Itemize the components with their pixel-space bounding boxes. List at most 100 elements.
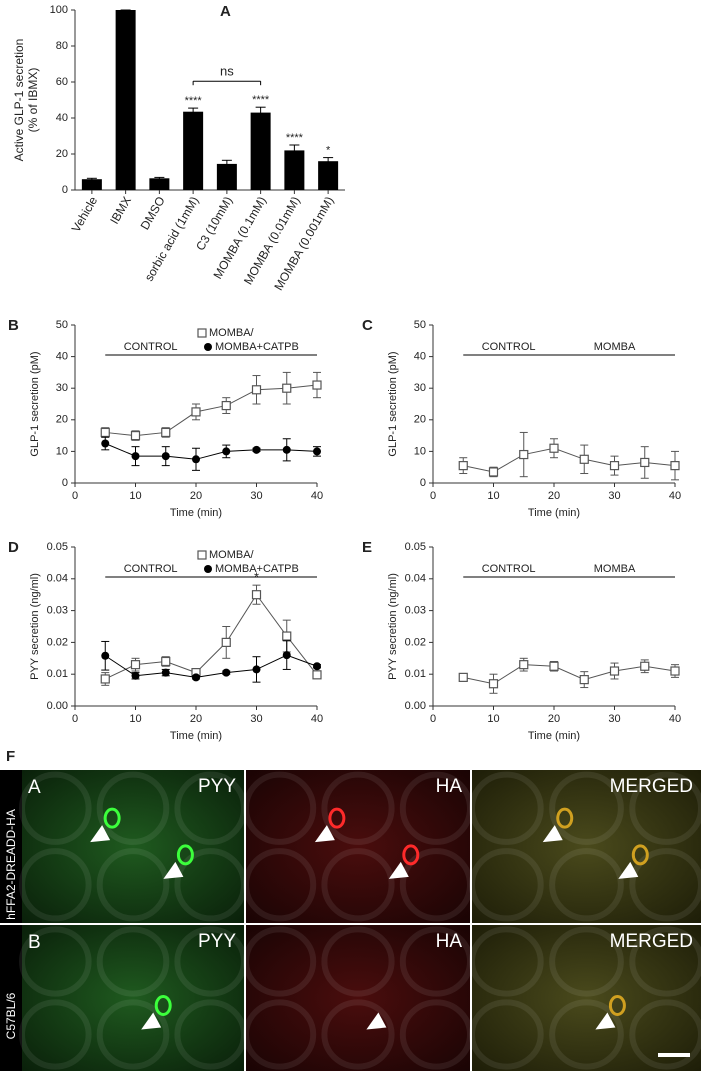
phase-label: CONTROL (124, 341, 178, 353)
marker (282, 631, 292, 641)
x-tick-label: DMSO (138, 194, 168, 232)
marker (100, 674, 110, 684)
y-tick-label: 0.00 (47, 700, 68, 712)
x-tick-label: 10 (129, 713, 141, 725)
tissue (321, 848, 395, 922)
micrograph (246, 925, 470, 1071)
bar (318, 161, 339, 190)
y-tick-label: 10 (56, 445, 68, 457)
marker (130, 660, 141, 670)
x-tick-label: 20 (190, 490, 202, 502)
legend-label: MOMBA+CATPB (215, 563, 299, 575)
y-axis-label: PYY secretion (ng/ml) (387, 573, 399, 680)
arrowhead (618, 861, 639, 879)
tissue (399, 926, 473, 997)
y-tick-label: 0 (420, 477, 426, 489)
phase-label: MOMBA (594, 341, 636, 353)
cell (631, 844, 649, 866)
cell (176, 844, 194, 866)
marker (252, 665, 261, 674)
cell (103, 807, 121, 829)
x-tick-label: 0 (72, 490, 78, 502)
y-tick-label: 0.04 (405, 573, 426, 585)
y-tick-label: 0 (62, 184, 68, 196)
tissue (629, 848, 701, 922)
marker (101, 651, 110, 660)
marker (192, 673, 200, 682)
tissue (174, 848, 247, 922)
phase-label: CONTROL (482, 563, 536, 575)
marker (519, 660, 529, 670)
marker (458, 461, 468, 471)
panel-label: A (220, 3, 231, 20)
x-tick-label: 40 (311, 490, 323, 502)
y-tick-label: 100 (50, 4, 68, 16)
y-tick-label: 60 (56, 76, 68, 88)
y-tick-label: 0 (62, 477, 68, 489)
bar (115, 10, 136, 190)
y-tick-label: 20 (56, 414, 68, 426)
y-tick-label: 0.04 (47, 573, 68, 585)
marker (221, 637, 231, 648)
x-tick-label: 20 (548, 713, 560, 725)
y-tick-label: 0.01 (47, 668, 68, 680)
tissue (469, 771, 544, 845)
series-line (105, 593, 318, 680)
x-tick-label: 20 (548, 490, 560, 502)
bar (81, 179, 102, 190)
cell (402, 844, 420, 866)
strain-label: hFFA2-DREADD-HA (4, 809, 18, 920)
tissue (243, 848, 317, 922)
marker (670, 461, 680, 471)
cell (328, 807, 346, 829)
marker (313, 662, 321, 671)
significance: **** (252, 94, 270, 106)
x-tick-label: IBMX (107, 194, 134, 226)
marker (458, 672, 468, 682)
marker (161, 656, 171, 667)
micrograph (472, 770, 701, 923)
x-tick-label: 0 (430, 713, 436, 725)
marker (251, 385, 262, 395)
tissue (243, 771, 317, 845)
marker (221, 400, 231, 411)
micrograph (22, 925, 244, 1071)
tissue (96, 848, 170, 922)
cell (154, 995, 172, 1017)
x-axis-label: Time (min) (170, 507, 222, 519)
legend-marker (197, 550, 207, 560)
tissue (549, 999, 624, 1070)
marker (100, 427, 110, 438)
marker (312, 380, 322, 390)
x-tick-label: 30 (250, 490, 262, 502)
marker (222, 668, 231, 677)
marker (640, 661, 650, 671)
panel-label: D (8, 539, 19, 556)
marker (579, 675, 589, 685)
micrograph (246, 770, 470, 923)
channel-label: PYY (198, 776, 236, 797)
row-strip (0, 770, 22, 923)
bar (284, 150, 305, 190)
legend-label: MOMBA+CATPB (215, 341, 299, 353)
y-tick-label: 0.02 (405, 636, 426, 648)
tissue (399, 771, 473, 845)
channel-label: MERGED (610, 931, 693, 952)
y-tick-label: 0.03 (405, 605, 426, 617)
significance: **** (185, 95, 203, 107)
tissue (549, 848, 624, 922)
y-tick-label: 0.05 (405, 541, 426, 553)
panel-label: E (362, 539, 372, 556)
series-line (105, 384, 318, 437)
y-tick-label: 0.01 (405, 668, 426, 680)
cell (556, 807, 574, 829)
marker (161, 427, 171, 438)
row-label: A (28, 777, 41, 798)
tissue (321, 999, 395, 1070)
marker (192, 455, 200, 464)
tissue (629, 771, 701, 845)
y-tick-label: 40 (56, 112, 68, 124)
series-line (105, 443, 318, 460)
phase-label: MOMBA (594, 563, 636, 575)
panel-label: F (6, 748, 15, 765)
